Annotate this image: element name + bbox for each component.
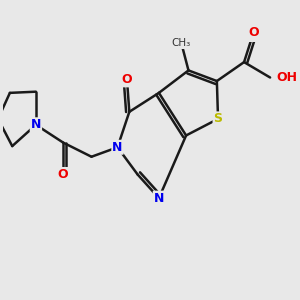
Text: N: N — [31, 118, 41, 131]
Text: N: N — [154, 192, 164, 205]
Text: S: S — [214, 112, 223, 125]
Text: O: O — [58, 168, 68, 181]
Text: O: O — [248, 26, 259, 39]
Text: OH: OH — [277, 71, 298, 84]
Text: O: O — [122, 74, 132, 86]
Text: N: N — [112, 141, 123, 154]
Text: CH₃: CH₃ — [172, 38, 191, 48]
